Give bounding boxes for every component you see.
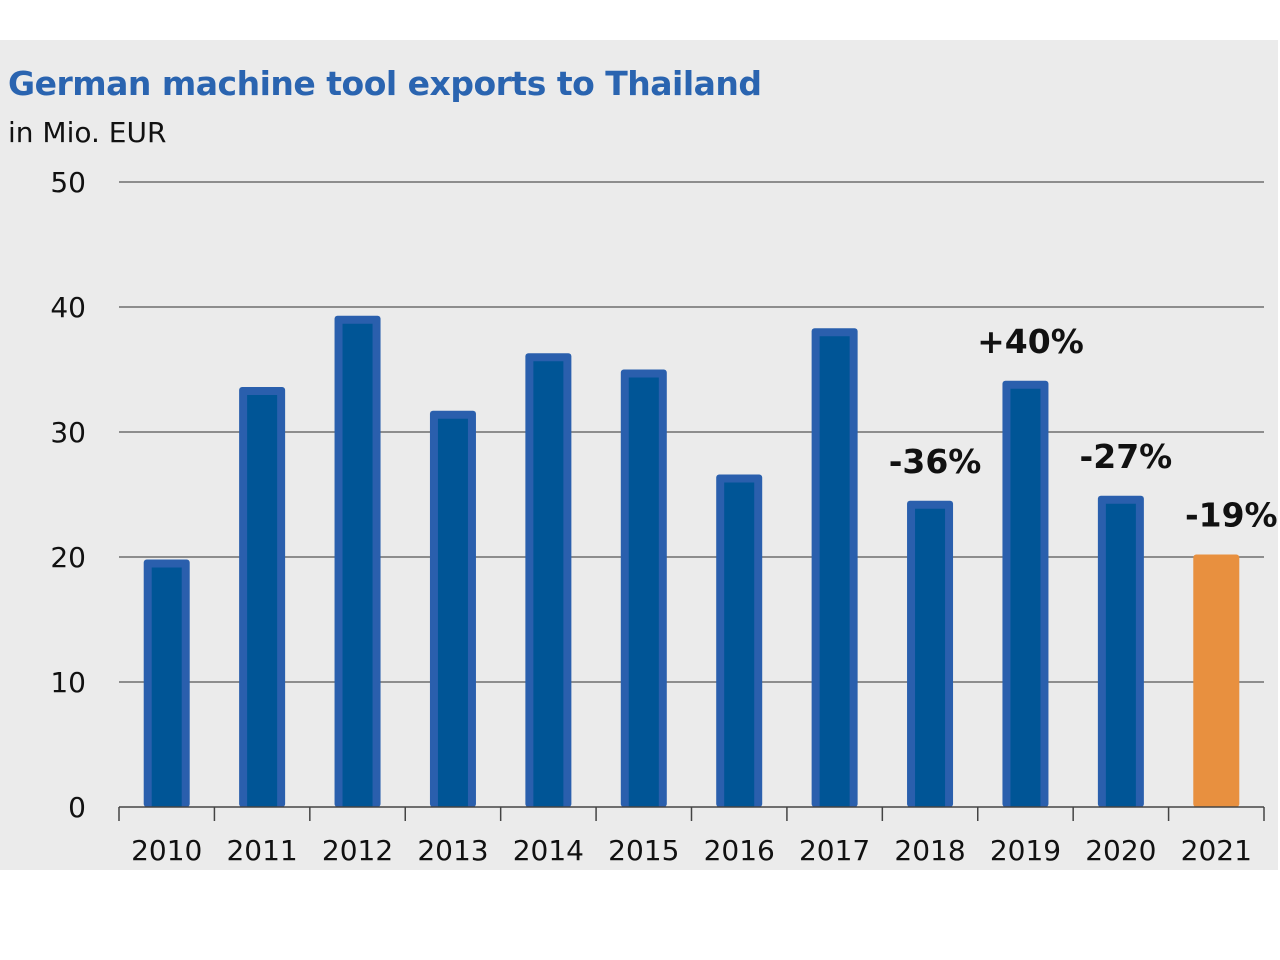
bar-inner-2015 — [628, 377, 659, 807]
change-label-2019: +40% — [977, 322, 1084, 361]
bar-inner-2014 — [533, 361, 564, 807]
x-tick-label: 2011 — [226, 834, 297, 867]
chart-subtitle: in Mio. EUR — [8, 116, 167, 149]
bar-2021 — [1193, 554, 1240, 807]
bar-inner-2020 — [1105, 503, 1136, 807]
x-tick-label: 2017 — [799, 834, 870, 867]
change-label-2020: -27% — [1080, 437, 1173, 476]
bar-inner-2017 — [819, 336, 850, 807]
x-tick-label: 2019 — [990, 834, 1061, 867]
chart-title: German machine tool exports to Thailand — [8, 64, 762, 103]
y-tick-label: 40 — [50, 291, 86, 324]
x-tick-label: 2013 — [417, 834, 488, 867]
x-tick-label: 2012 — [322, 834, 393, 867]
change-label-2021: -19% — [1185, 496, 1278, 535]
change-label-2018: -36% — [889, 442, 982, 481]
x-tick-label: 2018 — [894, 834, 965, 867]
x-tick-label: 2010 — [131, 834, 202, 867]
y-tick-label: 20 — [50, 541, 86, 574]
y-tick-label: 50 — [50, 166, 86, 199]
y-tick-label: 10 — [50, 666, 86, 699]
x-tick-label: 2020 — [1085, 834, 1156, 867]
bar-inner-2013 — [437, 418, 468, 807]
y-tick-label: 30 — [50, 416, 86, 449]
x-tick-label: 2016 — [704, 834, 775, 867]
bar-inner-2012 — [342, 323, 373, 807]
y-tick-label: 0 — [68, 791, 86, 824]
bar-inner-2018 — [915, 508, 946, 807]
x-tick-label: 2014 — [513, 834, 584, 867]
x-tick-label: 2021 — [1181, 834, 1252, 867]
bar-inner-2011 — [247, 395, 278, 807]
bar-inner-2016 — [724, 482, 755, 807]
bar-inner-2010 — [151, 567, 182, 807]
x-tick-label: 2015 — [608, 834, 679, 867]
bar-inner-2019 — [1010, 388, 1041, 807]
